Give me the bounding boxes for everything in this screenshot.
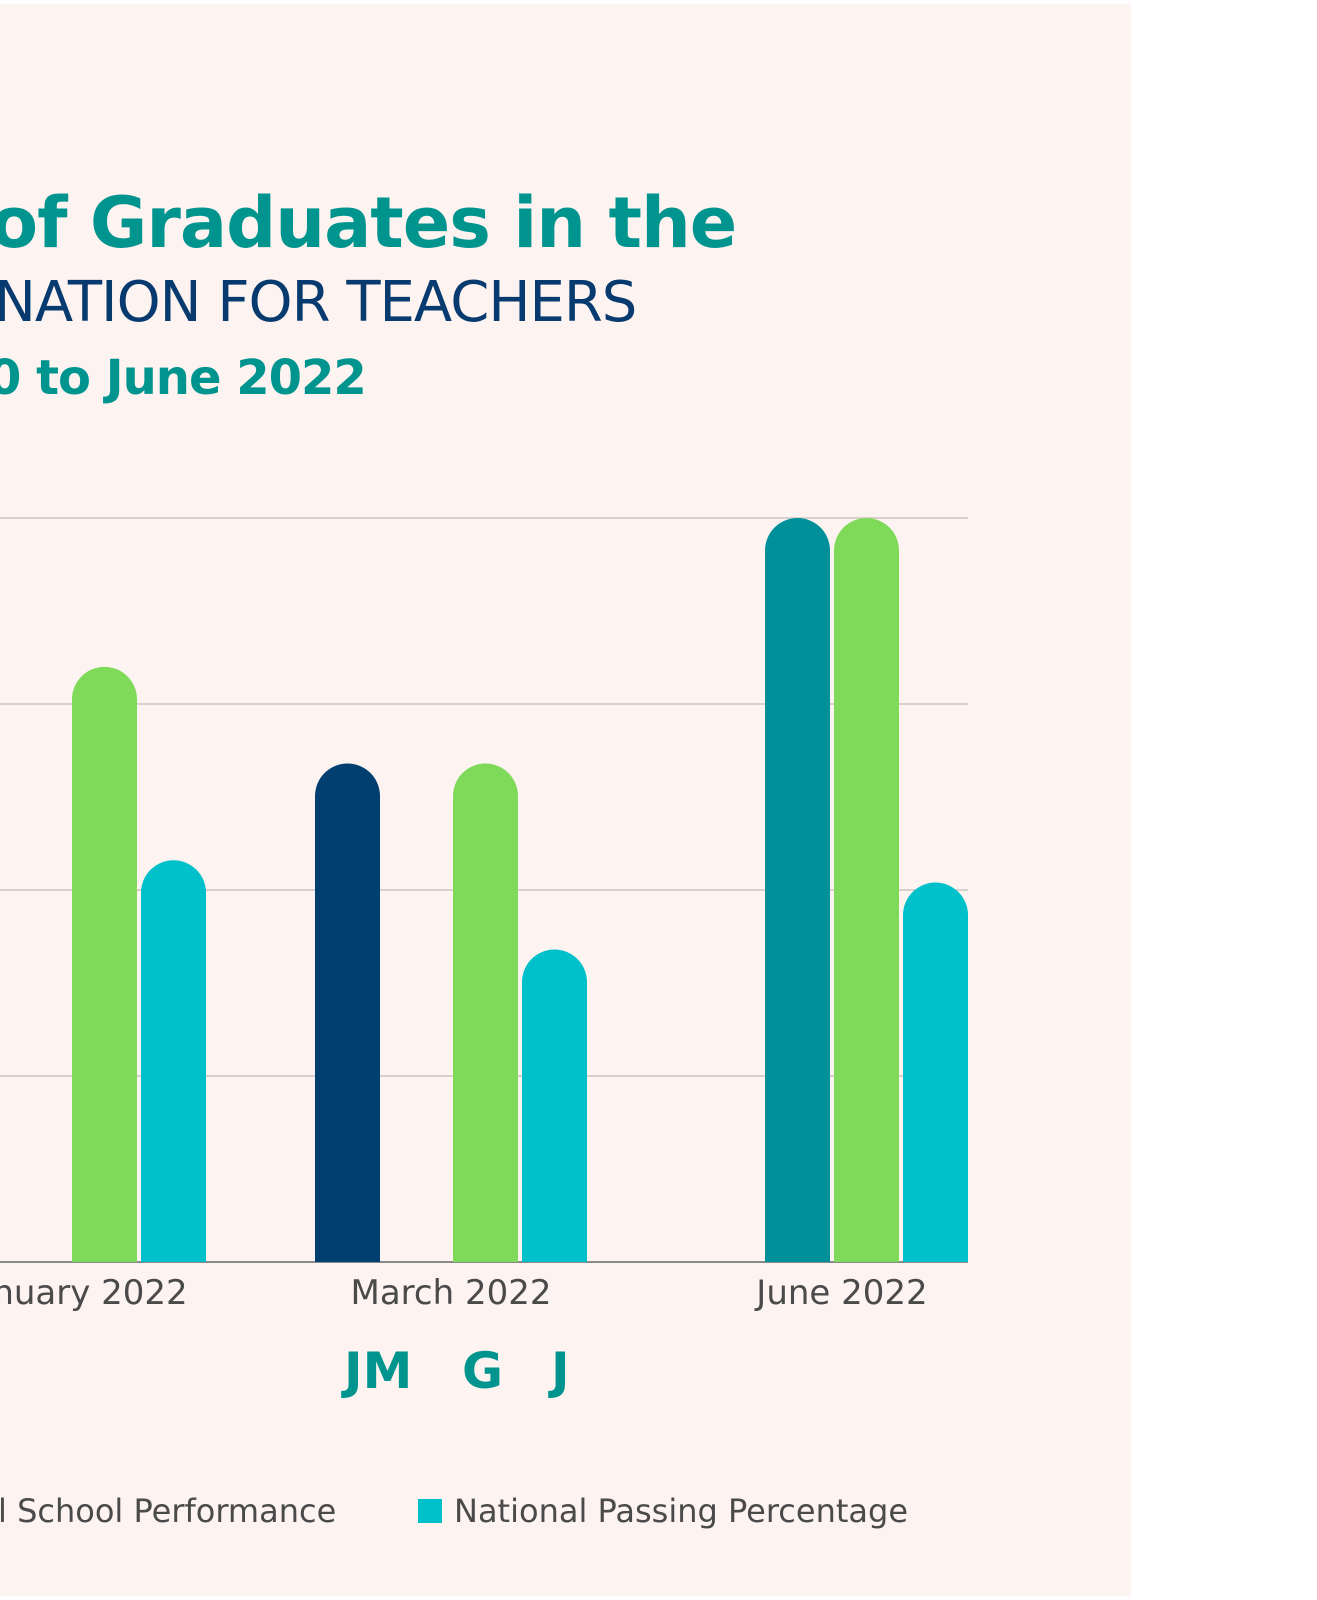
marker-j: J [551, 1342, 570, 1400]
bar [522, 949, 587, 1262]
marker-g: G [462, 1342, 504, 1400]
bar [903, 882, 968, 1262]
legend-label-school-performance: l School Performance [0, 1492, 337, 1530]
bar [453, 763, 518, 1262]
bar [834, 518, 899, 1262]
bar [765, 518, 830, 1262]
legend-item-national-passing: National Passing Percentage [418, 1492, 908, 1530]
legend-item-school-performance: l School Performance [0, 1492, 336, 1530]
bar-chart: nuary 2022 March 2022 June 2022 [0, 517, 968, 1313]
legend-swatch-national-passing [418, 1499, 442, 1523]
chart-card: of Graduates in the NATION FOR TEACHERS … [0, 4, 1131, 1596]
legend-label-national-passing: National Passing Percentage [454, 1492, 908, 1530]
chart-title-line-1: of Graduates in the [0, 182, 737, 264]
chart-title-line-2: NATION FOR TEACHERS [0, 270, 637, 335]
bar [141, 860, 206, 1262]
chart-title-line-3: 0 to June 2022 [0, 350, 367, 406]
bar [315, 763, 380, 1262]
x-tick-label: March 2022 [351, 1273, 552, 1313]
x-tick-label: nuary 2022 [0, 1273, 188, 1313]
x-tick-label: June 2022 [754, 1273, 927, 1313]
marker-jm: JM [344, 1342, 413, 1400]
bar [72, 666, 137, 1262]
